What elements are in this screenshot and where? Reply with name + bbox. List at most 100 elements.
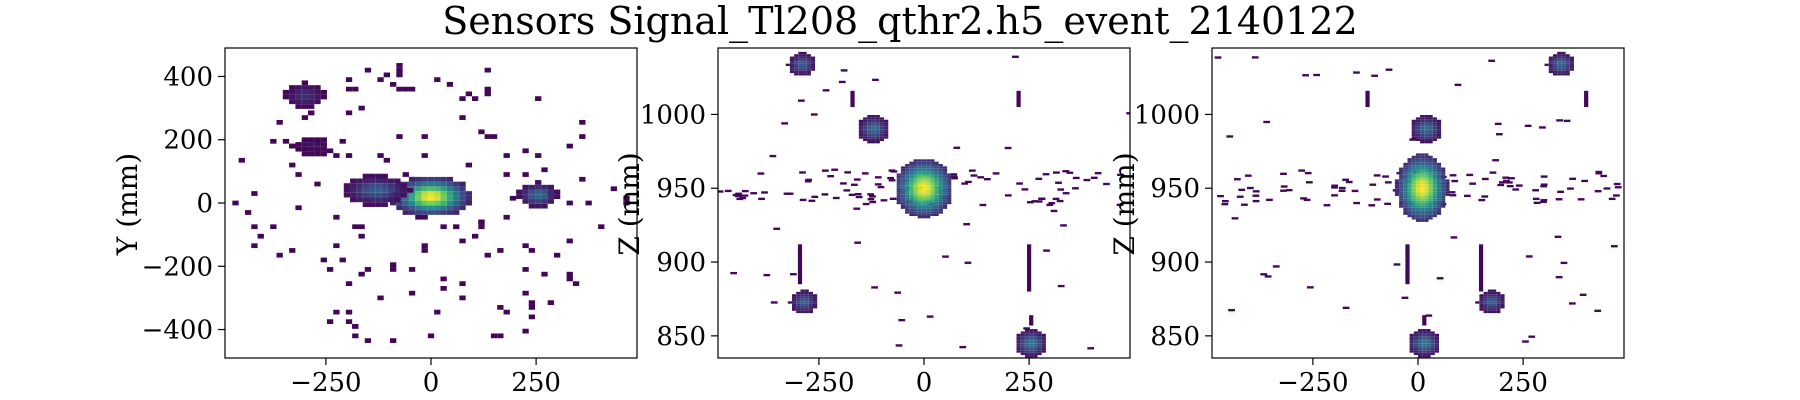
heatmap-cell (1436, 277, 1444, 280)
heatmap-cell (938, 185, 943, 188)
heatmap-cell (522, 243, 529, 249)
heatmap-cell (390, 262, 397, 268)
heatmap-cell (434, 77, 441, 82)
heatmap-cell (917, 164, 922, 167)
heatmap-cell (875, 131, 880, 134)
heatmap-cell (1555, 275, 1563, 279)
heatmap-cell (1116, 203, 1124, 206)
heatmap-cell (917, 171, 922, 174)
heatmap-cell (400, 187, 407, 193)
heatmap-cell (1436, 186, 1442, 189)
heatmap-cell (408, 267, 416, 272)
heatmap-cell (1304, 171, 1312, 175)
heatmap-cell (1434, 345, 1440, 348)
heatmap-cell (1565, 66, 1570, 69)
heatmap-cell (917, 201, 922, 205)
heatmap-cell (1555, 198, 1563, 201)
heatmap-cell (1420, 188, 1425, 192)
heatmap-cell (880, 199, 888, 202)
heatmap-cell (1411, 186, 1416, 189)
heatmap-cell (1561, 63, 1566, 67)
heatmap-cell (415, 214, 422, 220)
heatmap-cell (368, 197, 376, 203)
heatmap-cell (579, 119, 586, 125)
heatmap-cell (394, 178, 401, 184)
heatmap-cell (930, 178, 935, 181)
heatmap-cell (1420, 155, 1425, 159)
heatmap-cell (1496, 291, 1501, 295)
heatmap-cell (938, 204, 943, 207)
heatmap-cell (314, 151, 321, 157)
heatmap-cell (1426, 336, 1431, 339)
heatmap-cell (1016, 345, 1021, 348)
heatmap-cell (1057, 284, 1065, 288)
heatmap-cell (789, 273, 797, 276)
heatmap-cell (1050, 209, 1058, 213)
heatmap-cell (926, 159, 931, 162)
heatmap-cell (1436, 184, 1442, 187)
heatmap-cell (900, 173, 906, 176)
heatmap-cell (1428, 186, 1433, 189)
heatmap-cell (926, 199, 931, 202)
heatmap-cell (535, 96, 542, 101)
heatmap-cell (1024, 343, 1030, 346)
heatmap-cell (1403, 200, 1408, 203)
heatmap-cell (1024, 331, 1030, 334)
heatmap-cell (1415, 122, 1421, 125)
heatmap-cell (1403, 184, 1408, 187)
heatmap-cell (1432, 160, 1437, 163)
heatmap-cell (811, 195, 819, 199)
heatmap-cell (1415, 177, 1421, 180)
heatmap-cell (362, 173, 369, 179)
heatmap-cell (1483, 303, 1488, 307)
heatmap-cell (308, 85, 315, 90)
heatmap-cell (896, 175, 901, 179)
heatmap-cell (921, 204, 927, 207)
heatmap-cell (1394, 181, 1400, 185)
heatmap-cell (1557, 56, 1562, 59)
heatmap-cell (1331, 184, 1339, 187)
heatmap-cell (1415, 191, 1421, 194)
heatmap-cell (1418, 350, 1423, 353)
heatmap-cell (1581, 179, 1589, 183)
heatmap-cell (1407, 188, 1412, 192)
heatmap-cell (802, 61, 807, 64)
heatmap-cell (867, 115, 872, 118)
y-tick-label: −200 (142, 252, 213, 282)
heatmap-cell (566, 200, 573, 206)
heatmap-cell (320, 142, 327, 147)
heatmap-cell (863, 129, 868, 132)
heatmap-cell (858, 136, 864, 139)
heatmap-cell (934, 204, 939, 207)
heatmap-cell (934, 187, 939, 191)
heatmap-cell (1425, 314, 1433, 317)
heatmap-cell (396, 86, 403, 92)
heatmap-cell (909, 185, 914, 188)
heatmap-cell (867, 131, 872, 134)
heatmap-cell (913, 171, 918, 174)
heatmap-cell (1413, 345, 1418, 348)
heatmap-cell (1557, 58, 1562, 62)
heatmap-cell (446, 176, 454, 182)
heatmap-cell (270, 138, 277, 144)
heatmap-cell (400, 192, 407, 198)
heatmap-cell (528, 194, 536, 200)
heatmap-cell (926, 180, 931, 183)
heatmap-cell (905, 178, 910, 181)
heatmap-cell (934, 211, 939, 214)
heatmap-cell (497, 333, 504, 339)
heatmap-cell (1449, 194, 1457, 197)
heatmap-cell (730, 271, 738, 275)
heatmap-cell (802, 58, 807, 62)
heatmap-cell (905, 201, 910, 205)
heatmap-cell (535, 194, 542, 200)
heatmap-cell (1432, 214, 1437, 218)
heatmap-cell (522, 189, 529, 195)
heatmap-cell (979, 203, 987, 207)
heatmap-cell (1424, 162, 1429, 166)
heatmap-cell (1418, 345, 1423, 348)
heatmap-cell (1033, 329, 1038, 332)
heatmap-cell (1525, 255, 1533, 258)
heatmap-cell (295, 104, 302, 109)
heatmap-cell (1426, 345, 1431, 348)
